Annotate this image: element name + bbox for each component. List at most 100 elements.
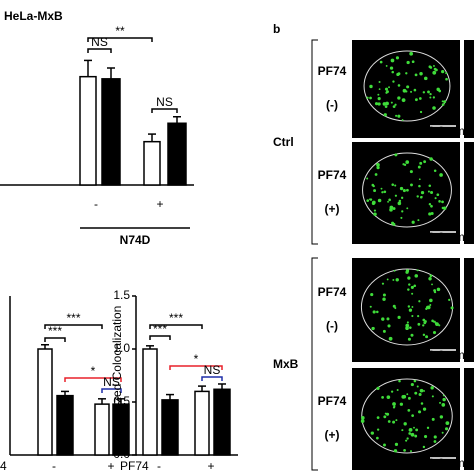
p24-dot xyxy=(413,88,417,92)
micrograph xyxy=(352,368,460,470)
p24-dot xyxy=(395,114,398,117)
p24-dot xyxy=(369,198,373,201)
p24-dot xyxy=(431,395,434,398)
p24-dot xyxy=(390,58,395,63)
significance-bracket xyxy=(87,37,153,42)
p24-dot xyxy=(376,416,380,420)
p24-dot xyxy=(442,397,446,402)
p24-dot xyxy=(408,283,411,286)
p24-dot xyxy=(422,324,425,327)
p24-dot xyxy=(410,90,413,93)
p24-dot xyxy=(391,70,395,74)
row-label: PF74 xyxy=(318,394,347,408)
p24-dot xyxy=(377,97,381,101)
panel-label: b xyxy=(273,22,280,36)
p24-dot xyxy=(418,178,421,181)
p24-dot xyxy=(401,210,404,213)
p24-dot xyxy=(395,419,398,422)
p24-dot xyxy=(433,440,437,443)
p24-dot xyxy=(381,395,384,399)
p24-dot xyxy=(385,101,389,106)
p24-dot xyxy=(386,278,389,281)
p24-dot xyxy=(400,216,403,219)
p24-dot xyxy=(360,419,365,423)
p24-dot xyxy=(428,277,432,281)
bar xyxy=(194,390,210,456)
row-label: (+) xyxy=(325,202,340,216)
p24-dot xyxy=(420,195,423,198)
p24-dot xyxy=(423,390,425,392)
p24-dot xyxy=(443,206,447,210)
p24-dot xyxy=(411,220,415,224)
p24-dot xyxy=(441,69,445,74)
p24-dot xyxy=(411,292,414,295)
p24-dot xyxy=(381,282,385,285)
p24-dot xyxy=(417,219,420,222)
significance-label: NS xyxy=(91,35,108,49)
p24-dot xyxy=(420,402,424,405)
channel-label: p24 xyxy=(356,42,377,56)
p24-dot xyxy=(392,207,396,210)
p24-dot xyxy=(393,449,398,453)
significance-label: *** xyxy=(169,311,183,325)
bar xyxy=(167,122,187,186)
significance-label: *** xyxy=(66,311,80,325)
nucleus-outline xyxy=(363,50,451,122)
p24-dot xyxy=(419,388,424,393)
p24-dot xyxy=(416,195,419,198)
p24-dot xyxy=(417,322,421,326)
p24-dot xyxy=(392,402,396,406)
micrograph-red xyxy=(464,258,474,362)
p24-dot xyxy=(405,439,408,442)
significance-label: NS xyxy=(103,375,120,389)
p24-dot xyxy=(427,90,430,94)
significance-bracket xyxy=(201,376,223,381)
p24-dot xyxy=(388,336,393,341)
p24-dot xyxy=(384,87,388,91)
p24-dot xyxy=(436,287,441,292)
p24-dot xyxy=(409,170,413,174)
p24-dot xyxy=(366,177,369,180)
p24-dot xyxy=(376,165,380,170)
row-label: PF74 xyxy=(318,168,347,182)
p24-dot xyxy=(433,435,437,439)
p24-dot xyxy=(433,169,437,173)
x-tick-label: - xyxy=(94,197,98,211)
p24-dot xyxy=(413,379,417,383)
p24-dot xyxy=(394,194,398,197)
p24-dot xyxy=(410,285,414,289)
p24-dot xyxy=(392,420,396,424)
p24-dot xyxy=(394,153,398,157)
p24-dot xyxy=(372,185,375,188)
y-axis-label: Normalized Colocalization xyxy=(110,306,124,445)
p24-dot xyxy=(397,201,402,206)
p24-dot xyxy=(431,283,433,286)
p24-dot xyxy=(426,305,431,310)
p24-dot xyxy=(409,51,414,56)
p24-dot xyxy=(388,198,391,202)
y-tick-label: 1.5 xyxy=(113,288,130,302)
bar xyxy=(37,348,53,456)
p24-dot xyxy=(430,204,433,208)
p24-dot xyxy=(406,321,409,324)
p24-dot xyxy=(422,445,426,449)
p24-dot xyxy=(381,191,384,194)
p24-dot xyxy=(389,205,394,210)
p24-dot xyxy=(397,84,401,87)
p24-dot xyxy=(392,222,396,226)
p24-dot xyxy=(443,100,447,104)
p24-dot xyxy=(411,314,414,318)
p24-dot xyxy=(392,80,395,83)
p24-dot xyxy=(432,96,436,99)
p24-dot xyxy=(430,190,434,195)
significance-bracket xyxy=(169,365,223,370)
p24-dot xyxy=(407,305,411,308)
group-label: N74D xyxy=(120,233,151,247)
y-tick-label: 0.0 xyxy=(113,447,130,461)
p24-dot xyxy=(392,279,395,281)
nucleus-outline xyxy=(361,378,453,454)
p24-dot xyxy=(401,98,406,103)
p24-dot xyxy=(403,163,407,166)
p24-dot xyxy=(450,306,454,310)
p24-dot xyxy=(387,200,389,203)
